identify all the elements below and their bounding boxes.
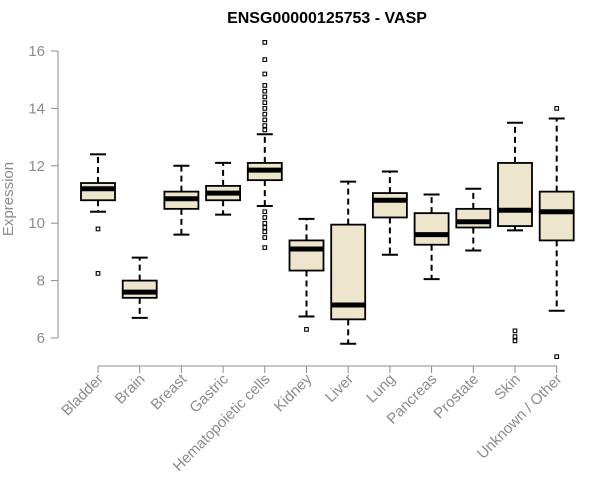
outlier-point — [262, 225, 268, 230]
iqr-box — [538, 190, 575, 242]
x-tick-label: Liver — [322, 371, 357, 406]
box-group — [163, 164, 200, 236]
box-group — [121, 256, 158, 319]
outlier-point — [512, 328, 518, 334]
outlier-point — [262, 71, 268, 77]
y-tick-label: 8 — [37, 273, 45, 290]
outlier-point — [95, 271, 101, 276]
y-tick-label: 14 — [28, 100, 45, 117]
box-group — [246, 40, 283, 250]
box-group — [497, 121, 533, 344]
box-group — [205, 161, 242, 216]
y-ticks: 6 8 10 12 14 16 — [28, 43, 58, 347]
box-group — [371, 170, 408, 256]
x-tick-label: Bladder — [58, 371, 107, 420]
iqr-box — [288, 239, 325, 272]
outlier-point — [304, 327, 309, 332]
x-tick-label: Lung — [363, 371, 399, 407]
outlier-point — [262, 117, 268, 123]
x-tick-label: Prostate — [431, 371, 483, 423]
x-tick-label: Skin — [491, 371, 524, 404]
box-group — [538, 106, 575, 360]
y-tick-label: 12 — [28, 158, 45, 175]
outlier-point — [262, 40, 268, 45]
outlier-point — [262, 123, 268, 128]
iqr-box — [371, 192, 408, 219]
x-tick-label: Breast — [148, 370, 191, 413]
outlier-point — [95, 226, 101, 232]
iqr-box — [80, 182, 116, 202]
boxes-layer — [80, 40, 575, 360]
y-tick-label: 16 — [28, 43, 45, 60]
outlier-point — [262, 127, 268, 133]
outlier-point — [554, 106, 560, 111]
box-group — [288, 217, 325, 332]
outlier-point — [262, 83, 268, 88]
iqr-box — [455, 207, 492, 229]
chart-title: ENSG00000125753 - VASP — [227, 10, 427, 27]
outlier-point — [262, 235, 268, 240]
x-tick-label: Brain — [112, 371, 149, 408]
iqr-box — [497, 162, 533, 227]
y-tick-label: 10 — [28, 215, 45, 232]
outlier-point — [512, 334, 518, 339]
outlier-point — [554, 354, 560, 360]
y-axis-label: Expression — [0, 162, 17, 236]
outlier-point — [262, 57, 268, 62]
outlier-point — [262, 111, 268, 117]
outlier-point — [262, 215, 268, 220]
outlier-point — [262, 100, 268, 106]
outlier-point — [262, 229, 268, 235]
outlier-point — [262, 106, 268, 111]
outlier-point — [512, 338, 518, 344]
box-group — [413, 193, 450, 281]
iqr-box — [121, 279, 158, 299]
y-tick-label: 6 — [37, 330, 45, 347]
iqr-box — [413, 212, 450, 246]
x-tick-label: Kidney — [271, 370, 316, 415]
box-group — [455, 187, 492, 252]
outlier-point — [262, 209, 268, 215]
outlier-point — [262, 94, 268, 100]
outlier-point — [262, 220, 268, 226]
outlier-point — [262, 245, 268, 250]
outlier-point — [262, 88, 268, 94]
box-group — [330, 180, 367, 345]
box-group — [80, 153, 116, 276]
